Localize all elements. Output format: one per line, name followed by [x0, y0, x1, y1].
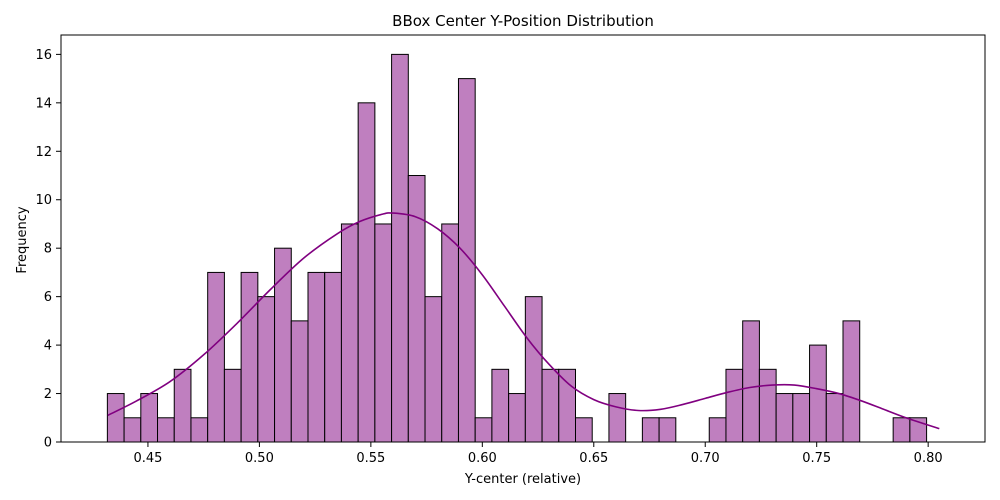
histogram-bar — [207, 271, 225, 443]
histogram-bar — [424, 296, 443, 443]
y-tick-label: 6 — [44, 290, 52, 305]
histogram-bar — [491, 368, 510, 443]
x-tick-label: 0.80 — [914, 451, 943, 466]
histogram-bar — [223, 368, 242, 443]
histogram-bar — [340, 223, 359, 443]
y-tick-label: 10 — [35, 193, 52, 208]
x-tick-label: 0.45 — [133, 451, 162, 466]
y-tick-label: 4 — [44, 339, 52, 354]
histogram-bar — [541, 368, 560, 443]
histogram-bar — [307, 271, 326, 443]
histogram-bar — [608, 393, 627, 443]
y-tick-label: 8 — [44, 242, 52, 257]
histogram-bar — [140, 393, 159, 443]
x-tick-label: 0.50 — [245, 451, 274, 466]
histogram-bar — [809, 344, 827, 443]
y-tick-label: 16 — [35, 48, 52, 63]
histogram-bar — [441, 223, 459, 443]
histogram-bar — [775, 393, 794, 443]
histogram-bar — [391, 53, 409, 443]
kde-curve — [107, 212, 940, 430]
x-tick-label: 0.70 — [691, 451, 720, 466]
histogram-bar — [758, 368, 777, 443]
histogram-bar — [658, 417, 677, 443]
x-tick-label: 0.55 — [356, 451, 385, 466]
histogram-bar — [842, 320, 861, 443]
histogram-bars — [106, 53, 928, 443]
x-axis-label: Y-center (relative) — [464, 472, 581, 487]
y-axis-ticks: 0 2 4 6 8 10 12 14 16 — [35, 48, 61, 451]
histogram-bar — [374, 223, 393, 443]
histogram-bar — [708, 417, 727, 443]
x-axis-ticks: 0.45 0.50 0.55 0.60 0.65 0.70 0.75 0.80 — [133, 442, 943, 466]
histogram-bar — [290, 320, 309, 443]
x-tick-label: 0.60 — [468, 451, 497, 466]
histogram-bar — [792, 393, 811, 443]
histogram-bar — [157, 417, 175, 443]
histogram-bar — [825, 393, 844, 443]
y-tick-label: 0 — [44, 436, 52, 451]
histogram-bar — [106, 393, 125, 443]
y-axis-label: Frequency — [15, 206, 30, 273]
histogram-bar — [641, 417, 660, 443]
histogram-bar — [725, 368, 744, 443]
histogram-bar — [508, 393, 526, 443]
y-tick-label: 12 — [35, 145, 52, 160]
histogram-bar — [892, 417, 911, 443]
plot-frame — [60, 34, 986, 443]
histogram-bar — [474, 417, 493, 443]
histogram-bar — [190, 417, 209, 443]
histogram-bar — [123, 417, 142, 443]
y-tick-label: 2 — [44, 387, 52, 402]
histogram-bar — [742, 320, 760, 443]
histogram-bar — [457, 78, 476, 443]
histogram-bar — [558, 368, 576, 443]
histogram-bar — [357, 102, 376, 443]
histogram-bar — [324, 271, 342, 443]
histogram-bar — [257, 296, 276, 443]
histogram-bar — [240, 271, 259, 443]
y-tick-label: 14 — [35, 96, 52, 111]
x-tick-label: 0.65 — [579, 451, 608, 466]
histogram-bar — [173, 368, 192, 443]
histogram-bar — [524, 296, 543, 443]
chart-title: BBox Center Y-Position Distribution — [392, 12, 654, 30]
x-tick-label: 0.75 — [802, 451, 831, 466]
histogram-bar — [574, 417, 593, 443]
